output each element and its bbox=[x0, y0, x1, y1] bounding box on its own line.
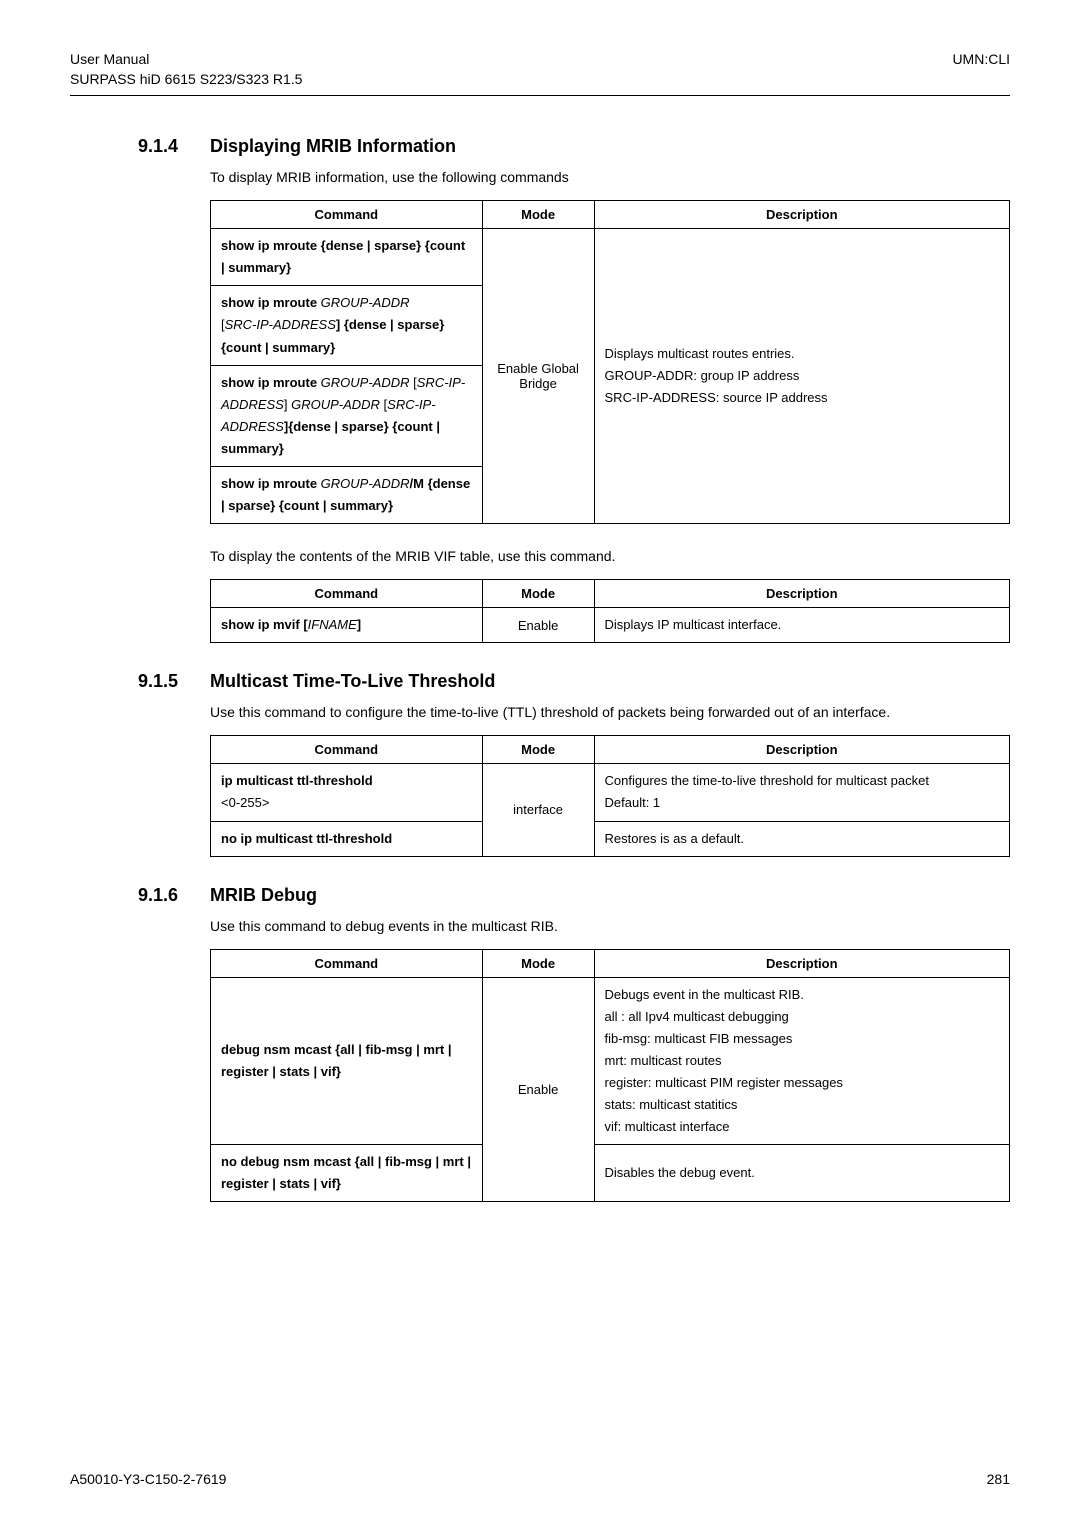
header-left: User Manual SURPASS hiD 6615 S223/S323 R… bbox=[70, 50, 302, 89]
footer-left: A50010-Y3-C150-2-7619 bbox=[70, 1471, 226, 1487]
page: User Manual SURPASS hiD 6615 S223/S323 R… bbox=[0, 0, 1080, 1527]
cmd-cell: show ip mroute {dense | sparse} {count |… bbox=[211, 229, 483, 286]
header-right: UMN:CLI bbox=[952, 50, 1010, 89]
desc-line: Debugs event in the multicast RIB. bbox=[605, 987, 804, 1002]
table-916: Command Mode Description debug nsm mcast… bbox=[210, 949, 1010, 1203]
th-mode: Mode bbox=[482, 580, 594, 608]
cmd-cell: no debug nsm mcast {all | fib-msg | mrt … bbox=[211, 1145, 483, 1202]
th-mode: Mode bbox=[482, 201, 594, 229]
intro-914: To display MRIB information, use the fol… bbox=[210, 167, 1010, 188]
cmd-cell: show ip mroute GROUP-ADDR [SRC-IP-ADDRES… bbox=[211, 365, 483, 466]
table-header-row: Command Mode Description bbox=[211, 949, 1010, 977]
cmd-text: show ip mroute {dense | sparse} {count |… bbox=[221, 238, 465, 275]
table-row: show ip mroute {dense | sparse} {count |… bbox=[211, 229, 1010, 286]
mode-cell: interface bbox=[482, 764, 594, 856]
cmd-text: show ip mroute bbox=[221, 375, 321, 390]
desc-line: mrt: multicast routes bbox=[605, 1053, 722, 1068]
th-command: Command bbox=[211, 580, 483, 608]
section-title-914: Displaying MRIB Information bbox=[210, 136, 456, 156]
section-heading-915: 9.1.5 Multicast Time-To-Live Threshold bbox=[210, 671, 1010, 692]
desc-line: GROUP-ADDR: group IP address bbox=[605, 368, 800, 383]
cmd-italic: GROUP-ADDR bbox=[321, 295, 410, 310]
th-description: Description bbox=[594, 949, 1009, 977]
desc-line: fib-msg: multicast FIB messages bbox=[605, 1031, 793, 1046]
desc-line: Default: 1 bbox=[605, 795, 661, 810]
desc-line: vif: multicast interface bbox=[605, 1119, 730, 1134]
cmd-text: ] bbox=[284, 397, 291, 412]
th-description: Description bbox=[594, 736, 1009, 764]
cmd-italic: GROUP-ADDR bbox=[321, 476, 410, 491]
cmd-text: ] bbox=[357, 617, 361, 632]
cmd-cell: no ip multicast ttl-threshold bbox=[211, 821, 483, 856]
cmd-text: show ip mvif [ bbox=[221, 617, 308, 632]
intro-915: Use this command to configure the time-t… bbox=[210, 702, 1010, 723]
desc-line: all : all Ipv4 multicast debugging bbox=[605, 1009, 789, 1024]
cmd-cell: debug nsm mcast {all | fib-msg | mrt | r… bbox=[211, 977, 483, 1145]
section-title-916: MRIB Debug bbox=[210, 885, 317, 905]
cmd-text: show ip mroute bbox=[221, 476, 321, 491]
cmd-cell: show ip mroute GROUP-ADDR [SRC-IP-ADDRES… bbox=[211, 286, 483, 365]
th-description: Description bbox=[594, 580, 1009, 608]
cmd-italic: GROUP-ADDR bbox=[321, 375, 410, 390]
footer-right: 281 bbox=[987, 1471, 1010, 1487]
cmd-text: debug nsm mcast {all | fib-msg | mrt | r… bbox=[221, 1042, 452, 1079]
header-left-line1: User Manual bbox=[70, 51, 149, 67]
section-num-915: 9.1.5 bbox=[138, 671, 178, 692]
cmd-italic: GROUP-ADDR bbox=[291, 397, 380, 412]
desc-line: register: multicast PIM register message… bbox=[605, 1075, 843, 1090]
th-mode: Mode bbox=[482, 736, 594, 764]
cmd-cell: show ip mvif [IFNAME] bbox=[211, 608, 483, 643]
table-row: show ip mvif [IFNAME] Enable Displays IP… bbox=[211, 608, 1010, 643]
table-row: ip multicast ttl-threshold <0-255> inter… bbox=[211, 764, 1010, 821]
content-area: 9.1.4 Displaying MRIB Information To dis… bbox=[210, 136, 1010, 1202]
th-command: Command bbox=[211, 949, 483, 977]
cmd-text: show ip mroute bbox=[221, 295, 321, 310]
cmd-cell: ip multicast ttl-threshold <0-255> bbox=[211, 764, 483, 821]
table-row: debug nsm mcast {all | fib-msg | mrt | r… bbox=[211, 977, 1010, 1145]
th-command: Command bbox=[211, 736, 483, 764]
table-header-row: Command Mode Description bbox=[211, 580, 1010, 608]
cmd-text: ip multicast ttl-threshold bbox=[221, 773, 373, 788]
header-left-line2: SURPASS hiD 6615 S223/S323 R1.5 bbox=[70, 71, 302, 87]
mid-914: To display the contents of the MRIB VIF … bbox=[210, 546, 1010, 567]
section-title-915: Multicast Time-To-Live Threshold bbox=[210, 671, 495, 691]
table-914a: Command Mode Description show ip mroute … bbox=[210, 200, 1010, 524]
th-command: Command bbox=[211, 201, 483, 229]
mode-cell: Enable bbox=[482, 608, 594, 643]
page-footer: A50010-Y3-C150-2-7619 281 bbox=[70, 1471, 1010, 1487]
cmd-text: no ip multicast ttl-threshold bbox=[221, 831, 392, 846]
cmd-text: no debug nsm mcast {all | fib-msg | mrt … bbox=[221, 1154, 471, 1191]
desc-line: Displays multicast routes entries. bbox=[605, 346, 795, 361]
cmd-italic: SRC-IP-ADDRESS bbox=[225, 317, 336, 332]
desc-cell: Debugs event in the multicast RIB. all :… bbox=[594, 977, 1009, 1145]
mode-cell: Enable bbox=[482, 977, 594, 1202]
desc-cell: Disables the debug event. bbox=[594, 1145, 1009, 1202]
section-num-916: 9.1.6 bbox=[138, 885, 178, 906]
desc-line: SRC-IP-ADDRESS: source IP address bbox=[605, 390, 828, 405]
header-rule bbox=[70, 95, 1010, 96]
section-num-914: 9.1.4 bbox=[138, 136, 178, 157]
page-header: User Manual SURPASS hiD 6615 S223/S323 R… bbox=[70, 50, 1010, 89]
desc-line: Configures the time-to-live threshold fo… bbox=[605, 773, 929, 788]
table-header-row: Command Mode Description bbox=[211, 736, 1010, 764]
cmd-text: <0-255> bbox=[221, 795, 269, 810]
table-row: no ip multicast ttl-threshold Restores i… bbox=[211, 821, 1010, 856]
intro-916: Use this command to debug events in the … bbox=[210, 916, 1010, 937]
table-914b: Command Mode Description show ip mvif [I… bbox=[210, 579, 1010, 643]
table-915: Command Mode Description ip multicast tt… bbox=[210, 735, 1010, 856]
mode-cell: Enable Global Bridge bbox=[482, 229, 594, 524]
section-heading-916: 9.1.6 MRIB Debug bbox=[210, 885, 1010, 906]
desc-cell: Displays multicast routes entries. GROUP… bbox=[594, 229, 1009, 524]
cmd-cell: show ip mroute GROUP-ADDR/M {dense | spa… bbox=[211, 467, 483, 524]
cmd-italic: IFNAME bbox=[308, 617, 357, 632]
section-heading-914: 9.1.4 Displaying MRIB Information bbox=[210, 136, 1010, 157]
th-mode: Mode bbox=[482, 949, 594, 977]
desc-cell: Configures the time-to-live threshold fo… bbox=[594, 764, 1009, 821]
desc-cell: Restores is as a default. bbox=[594, 821, 1009, 856]
desc-cell: Displays IP multicast interface. bbox=[594, 608, 1009, 643]
table-header-row: Command Mode Description bbox=[211, 201, 1010, 229]
th-description: Description bbox=[594, 201, 1009, 229]
table-row: no debug nsm mcast {all | fib-msg | mrt … bbox=[211, 1145, 1010, 1202]
desc-line: stats: multicast statitics bbox=[605, 1097, 738, 1112]
